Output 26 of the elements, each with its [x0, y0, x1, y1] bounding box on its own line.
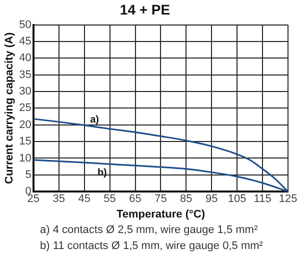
x-tick-label: 125 [278, 193, 298, 206]
series-label: a) [90, 114, 99, 126]
x-tick-label: 85 [180, 193, 192, 206]
x-axis-title: Temperature (°C) [116, 208, 206, 220]
text: a) 4 contacts Ø 2,5 mm, wire gauge 1,5 mm² [40, 223, 259, 238]
y-tick-label: 25 [19, 102, 32, 114]
x-tick-label: 75 [154, 193, 167, 206]
x-tick-label: 65 [129, 193, 142, 206]
x-tick-label: 55 [104, 193, 116, 206]
x-tick-label: 95 [206, 193, 218, 206]
x-tick-label: 105 [228, 193, 246, 206]
x-tick-label: 45 [78, 193, 90, 206]
y-tick-label: 5 [25, 168, 32, 181]
y-tick-label: 45 [19, 36, 32, 48]
y-tick-label: 50 [19, 18, 32, 31]
y-tick-label: 10 [19, 152, 32, 164]
chart-title: 14 + PE [120, 1, 170, 18]
text: b) 11 contacts Ø 1,5 mm, wire gauge 0,5 mm² [40, 239, 264, 254]
y-tick-label: 40 [19, 52, 32, 64]
y-tick-label: 35 [19, 68, 32, 81]
x-tick-label: 115 [254, 193, 272, 206]
y-tick-label: 30 [19, 86, 32, 98]
x-tick-label: 35 [52, 193, 66, 206]
y-axis-title: Current carrying capacity (A) [4, 32, 16, 184]
y-tick-label: 20 [19, 118, 32, 131]
y-tick-label: 15 [19, 136, 32, 148]
